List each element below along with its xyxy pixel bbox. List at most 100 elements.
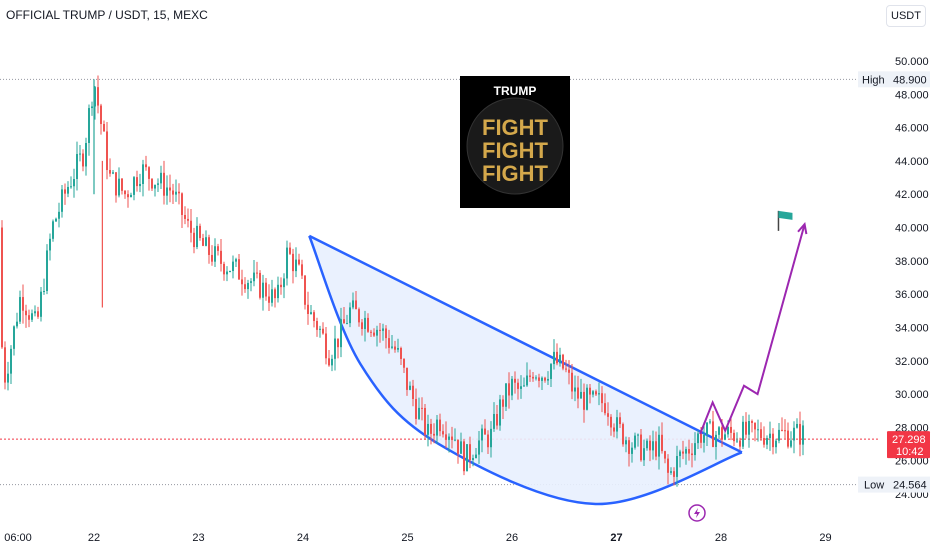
chart-title: OFFICIAL TRUMP / USDT, 15, MEXC	[6, 8, 208, 22]
candle-body	[16, 321, 18, 327]
candle-body	[703, 434, 705, 443]
low-value: 24.564	[893, 480, 927, 492]
candle-body	[172, 190, 174, 195]
low-label: Low	[864, 480, 884, 492]
candle-body	[346, 323, 348, 325]
price-tick-label: 36.000	[895, 289, 929, 301]
price-tick-label: 48.000	[895, 89, 929, 101]
candle-body	[76, 154, 78, 180]
candle-body	[151, 178, 153, 189]
candle-body	[256, 272, 258, 274]
candle-body	[313, 312, 315, 322]
candle-body	[610, 416, 612, 428]
candle-body	[397, 348, 399, 350]
candle-body	[757, 429, 759, 431]
date-tick-label: 22	[88, 532, 100, 544]
candle-body	[382, 328, 384, 331]
candle-body	[148, 167, 150, 179]
candle-body	[292, 253, 294, 272]
candle-body	[619, 417, 621, 425]
candle-body	[604, 403, 606, 414]
candle-body	[184, 214, 186, 219]
candle-body	[244, 284, 246, 290]
lightning-icon	[694, 508, 700, 518]
candle-body	[127, 194, 129, 198]
candle-body	[442, 431, 444, 435]
candle-body	[475, 454, 477, 459]
candle-body	[739, 440, 741, 447]
candle-body	[4, 347, 6, 383]
candle-body	[499, 399, 501, 426]
candle-body	[379, 329, 381, 331]
candle-body	[88, 108, 90, 144]
candle-body	[574, 387, 576, 392]
candle-body	[718, 427, 720, 435]
date-tick-label: 06:00	[4, 532, 32, 544]
candle-body	[10, 348, 12, 374]
candle-body	[451, 436, 453, 440]
candle-body	[724, 434, 726, 440]
candle-body	[358, 309, 360, 323]
candle-body	[763, 438, 765, 445]
candle-body	[742, 421, 744, 447]
candle-body	[28, 315, 30, 320]
candle-body	[544, 377, 546, 381]
candle-body	[523, 385, 525, 387]
candle-body	[91, 106, 93, 109]
date-tick-label: 28	[715, 532, 727, 544]
candle-body	[43, 291, 45, 293]
candle-body	[139, 183, 141, 187]
candle-body	[208, 237, 210, 255]
candle-body	[301, 264, 303, 276]
candle-body	[253, 272, 255, 282]
candle-body	[52, 221, 54, 239]
candle-body	[466, 444, 468, 472]
candle-body	[751, 421, 753, 423]
candle-body	[559, 354, 561, 364]
candle-body	[94, 87, 96, 107]
candle-body	[712, 421, 714, 447]
candle-body	[82, 153, 84, 167]
projection-line	[699, 223, 806, 435]
candle-body	[502, 399, 504, 407]
price-tick-label: 50.000	[895, 56, 929, 68]
candle-body	[163, 172, 165, 196]
candle-body	[445, 434, 447, 440]
candle-body	[73, 179, 75, 187]
candle-body	[190, 220, 192, 233]
candle-body	[631, 447, 633, 454]
candle-body	[655, 441, 657, 457]
candle-body	[736, 440, 738, 442]
candle-body	[796, 423, 798, 428]
candle-body	[115, 172, 117, 196]
candle-body	[250, 281, 252, 283]
candle-body	[376, 329, 378, 336]
candle-body	[391, 346, 393, 348]
candle-body	[259, 272, 261, 298]
candle-body	[217, 246, 219, 251]
candle-body	[193, 232, 195, 248]
candle-body	[295, 259, 297, 272]
candle-body	[205, 237, 207, 246]
candle-body	[166, 187, 168, 196]
currency-button[interactable]: USDT	[886, 5, 926, 27]
candle-body	[367, 317, 369, 332]
candle-body	[106, 131, 108, 171]
price-tick-label: 30.000	[895, 389, 929, 401]
price-tick-label: 38.000	[895, 256, 929, 268]
candle-body	[385, 328, 387, 339]
candle-body	[67, 186, 69, 194]
date-tick-label: 29	[819, 532, 831, 544]
candle-body	[343, 319, 345, 324]
candle-body	[307, 304, 309, 314]
candle-body	[676, 456, 678, 477]
candle-body	[271, 289, 273, 303]
candle-body	[667, 458, 669, 473]
candle-body	[670, 471, 672, 473]
candle-body	[496, 413, 498, 426]
candle-body	[331, 358, 333, 366]
candle-body	[658, 434, 660, 457]
candle-body	[709, 421, 711, 423]
candle-body	[616, 417, 618, 432]
